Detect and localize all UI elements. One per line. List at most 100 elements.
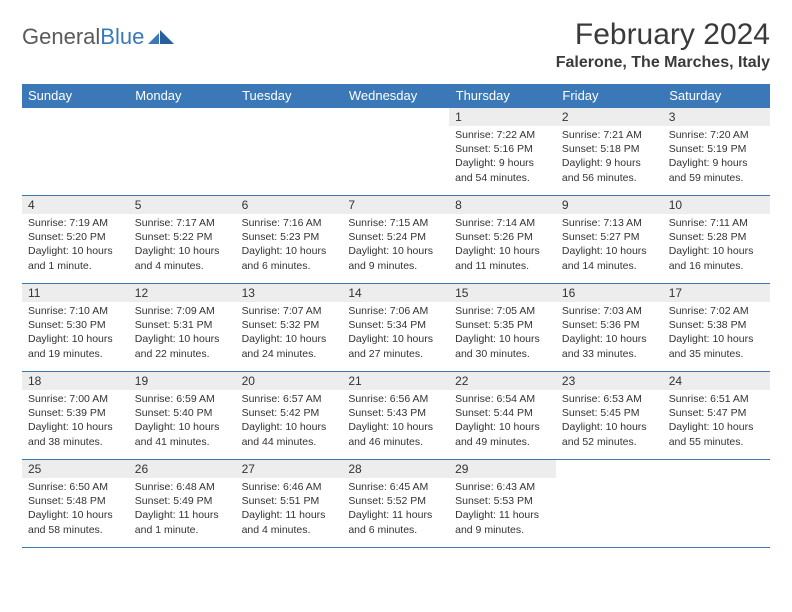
calendar-week-row: 25Sunrise: 6:50 AMSunset: 5:48 PMDayligh…	[22, 460, 770, 548]
cell-body: Sunrise: 7:10 AMSunset: 5:30 PMDaylight:…	[22, 302, 129, 363]
sunset-line: Sunset: 5:32 PM	[242, 318, 337, 332]
daylight-line: Daylight: 11 hours and 9 minutes.	[455, 508, 550, 536]
sunrise-line: Sunrise: 7:10 AM	[28, 304, 123, 318]
day-number: 2	[556, 108, 663, 126]
sunset-line: Sunset: 5:51 PM	[242, 494, 337, 508]
day-number: 10	[663, 196, 770, 214]
sunset-line: Sunset: 5:35 PM	[455, 318, 550, 332]
sunrise-line: Sunrise: 7:14 AM	[455, 216, 550, 230]
cell-body: Sunrise: 7:13 AMSunset: 5:27 PMDaylight:…	[556, 214, 663, 275]
sunset-line: Sunset: 5:40 PM	[135, 406, 230, 420]
calendar-cell	[236, 108, 343, 196]
cell-body: Sunrise: 7:15 AMSunset: 5:24 PMDaylight:…	[342, 214, 449, 275]
day-number: 19	[129, 372, 236, 390]
sunrise-line: Sunrise: 7:07 AM	[242, 304, 337, 318]
day-header-row: Sunday Monday Tuesday Wednesday Thursday…	[22, 84, 770, 108]
calendar-cell	[342, 108, 449, 196]
cell-body: Sunrise: 7:20 AMSunset: 5:19 PMDaylight:…	[663, 126, 770, 187]
logo-mark-icon	[148, 24, 174, 50]
daylight-line: Daylight: 10 hours and 24 minutes.	[242, 332, 337, 360]
day-header: Sunday	[22, 84, 129, 108]
day-number: 20	[236, 372, 343, 390]
calendar-cell: 5Sunrise: 7:17 AMSunset: 5:22 PMDaylight…	[129, 196, 236, 284]
day-number: 15	[449, 284, 556, 302]
daylight-line: Daylight: 11 hours and 6 minutes.	[348, 508, 443, 536]
day-number: 9	[556, 196, 663, 214]
daylight-line: Daylight: 10 hours and 19 minutes.	[28, 332, 123, 360]
cell-body: Sunrise: 6:59 AMSunset: 5:40 PMDaylight:…	[129, 390, 236, 451]
daylight-line: Daylight: 10 hours and 33 minutes.	[562, 332, 657, 360]
sunset-line: Sunset: 5:43 PM	[348, 406, 443, 420]
calendar-cell: 25Sunrise: 6:50 AMSunset: 5:48 PMDayligh…	[22, 460, 129, 548]
calendar-cell: 20Sunrise: 6:57 AMSunset: 5:42 PMDayligh…	[236, 372, 343, 460]
day-number: 6	[236, 196, 343, 214]
day-number: 27	[236, 460, 343, 478]
cell-body: Sunrise: 7:17 AMSunset: 5:22 PMDaylight:…	[129, 214, 236, 275]
page-title: February 2024	[556, 18, 770, 52]
day-number: 3	[663, 108, 770, 126]
daylight-line: Daylight: 10 hours and 44 minutes.	[242, 420, 337, 448]
sunset-line: Sunset: 5:24 PM	[348, 230, 443, 244]
daylight-line: Daylight: 10 hours and 27 minutes.	[348, 332, 443, 360]
sunset-line: Sunset: 5:20 PM	[28, 230, 123, 244]
cell-body: Sunrise: 7:21 AMSunset: 5:18 PMDaylight:…	[556, 126, 663, 187]
day-number: 13	[236, 284, 343, 302]
calendar-cell	[663, 460, 770, 548]
daylight-line: Daylight: 10 hours and 46 minutes.	[348, 420, 443, 448]
sunset-line: Sunset: 5:28 PM	[669, 230, 764, 244]
calendar-week-row: 11Sunrise: 7:10 AMSunset: 5:30 PMDayligh…	[22, 284, 770, 372]
day-number: 4	[22, 196, 129, 214]
daylight-line: Daylight: 10 hours and 52 minutes.	[562, 420, 657, 448]
daylight-line: Daylight: 10 hours and 58 minutes.	[28, 508, 123, 536]
day-header: Saturday	[663, 84, 770, 108]
day-number: 8	[449, 196, 556, 214]
cell-body: Sunrise: 7:05 AMSunset: 5:35 PMDaylight:…	[449, 302, 556, 363]
calendar-cell: 22Sunrise: 6:54 AMSunset: 5:44 PMDayligh…	[449, 372, 556, 460]
daylight-line: Daylight: 10 hours and 6 minutes.	[242, 244, 337, 272]
cell-body: Sunrise: 7:00 AMSunset: 5:39 PMDaylight:…	[22, 390, 129, 451]
sunrise-line: Sunrise: 7:15 AM	[348, 216, 443, 230]
cell-body: Sunrise: 6:51 AMSunset: 5:47 PMDaylight:…	[663, 390, 770, 451]
calendar-table: Sunday Monday Tuesday Wednesday Thursday…	[22, 84, 770, 548]
calendar-week-row: 4 Sunrise: 7:19 AMSunset: 5:20 PM Daylight…	[22, 196, 770, 284]
sunset-line: Sunset: 5:19 PM	[669, 142, 764, 156]
sunrise-line: Sunrise: 6:59 AM	[135, 392, 230, 406]
calendar-cell: 10Sunrise: 7:11 AMSunset: 5:28 PMDayligh…	[663, 196, 770, 284]
day-number: 22	[449, 372, 556, 390]
sunrise-line: Sunrise: 7:20 AM	[669, 128, 764, 142]
header: GeneralBlue February 2024 Falerone, The …	[22, 18, 770, 72]
day-number: 29	[449, 460, 556, 478]
sunrise-line: Sunrise: 7:22 AM	[455, 128, 550, 142]
day-number: 26	[129, 460, 236, 478]
cell-body: Sunrise: 7:07 AMSunset: 5:32 PMDaylight:…	[236, 302, 343, 363]
sunset-line: Sunset: 5:36 PM	[562, 318, 657, 332]
daylight-line: Daylight: 10 hours and 49 minutes.	[455, 420, 550, 448]
sunrise-line: Sunrise: 7:16 AM	[242, 216, 337, 230]
calendar-cell: 7Sunrise: 7:15 AMSunset: 5:24 PMDaylight…	[342, 196, 449, 284]
calendar-week-row: 18Sunrise: 7:00 AMSunset: 5:39 PMDayligh…	[22, 372, 770, 460]
calendar-cell: 4Sunrise: 7:19 AMSunset: 5:20 PMDaylight…	[22, 196, 129, 284]
cell-body: Sunrise: 6:50 AMSunset: 5:48 PMDaylight:…	[22, 478, 129, 539]
sunset-line: Sunset: 5:38 PM	[669, 318, 764, 332]
sunset-line: Sunset: 5:39 PM	[28, 406, 123, 420]
daylight-line: Daylight: 10 hours and 4 minutes.	[135, 244, 230, 272]
cell-body: Sunrise: 7:06 AMSunset: 5:34 PMDaylight:…	[342, 302, 449, 363]
cell-body: Sunrise: 6:46 AMSunset: 5:51 PMDaylight:…	[236, 478, 343, 539]
sunset-line: Sunset: 5:44 PM	[455, 406, 550, 420]
cell-body: Sunrise: 7:16 AMSunset: 5:23 PMDaylight:…	[236, 214, 343, 275]
calendar-cell: 19Sunrise: 6:59 AMSunset: 5:40 PMDayligh…	[129, 372, 236, 460]
sunrise-line: Sunrise: 7:19 AM	[28, 216, 123, 230]
day-number: 18	[22, 372, 129, 390]
sunset-line: Sunset: 5:47 PM	[669, 406, 764, 420]
sunrise-line: Sunrise: 7:06 AM	[348, 304, 443, 318]
sunrise-line: Sunrise: 7:03 AM	[562, 304, 657, 318]
logo-text-blue: Blue	[100, 24, 144, 50]
daylight-line: Daylight: 11 hours and 4 minutes.	[242, 508, 337, 536]
sunrise-line: Sunrise: 7:13 AM	[562, 216, 657, 230]
cell-body: Sunrise: 7:14 AMSunset: 5:26 PMDaylight:…	[449, 214, 556, 275]
sunset-line: Sunset: 5:53 PM	[455, 494, 550, 508]
sunset-line: Sunset: 5:52 PM	[348, 494, 443, 508]
sunrise-line: Sunrise: 7:00 AM	[28, 392, 123, 406]
cell-body: Sunrise: 6:43 AMSunset: 5:53 PMDaylight:…	[449, 478, 556, 539]
title-block: February 2024 Falerone, The Marches, Ita…	[556, 18, 770, 72]
